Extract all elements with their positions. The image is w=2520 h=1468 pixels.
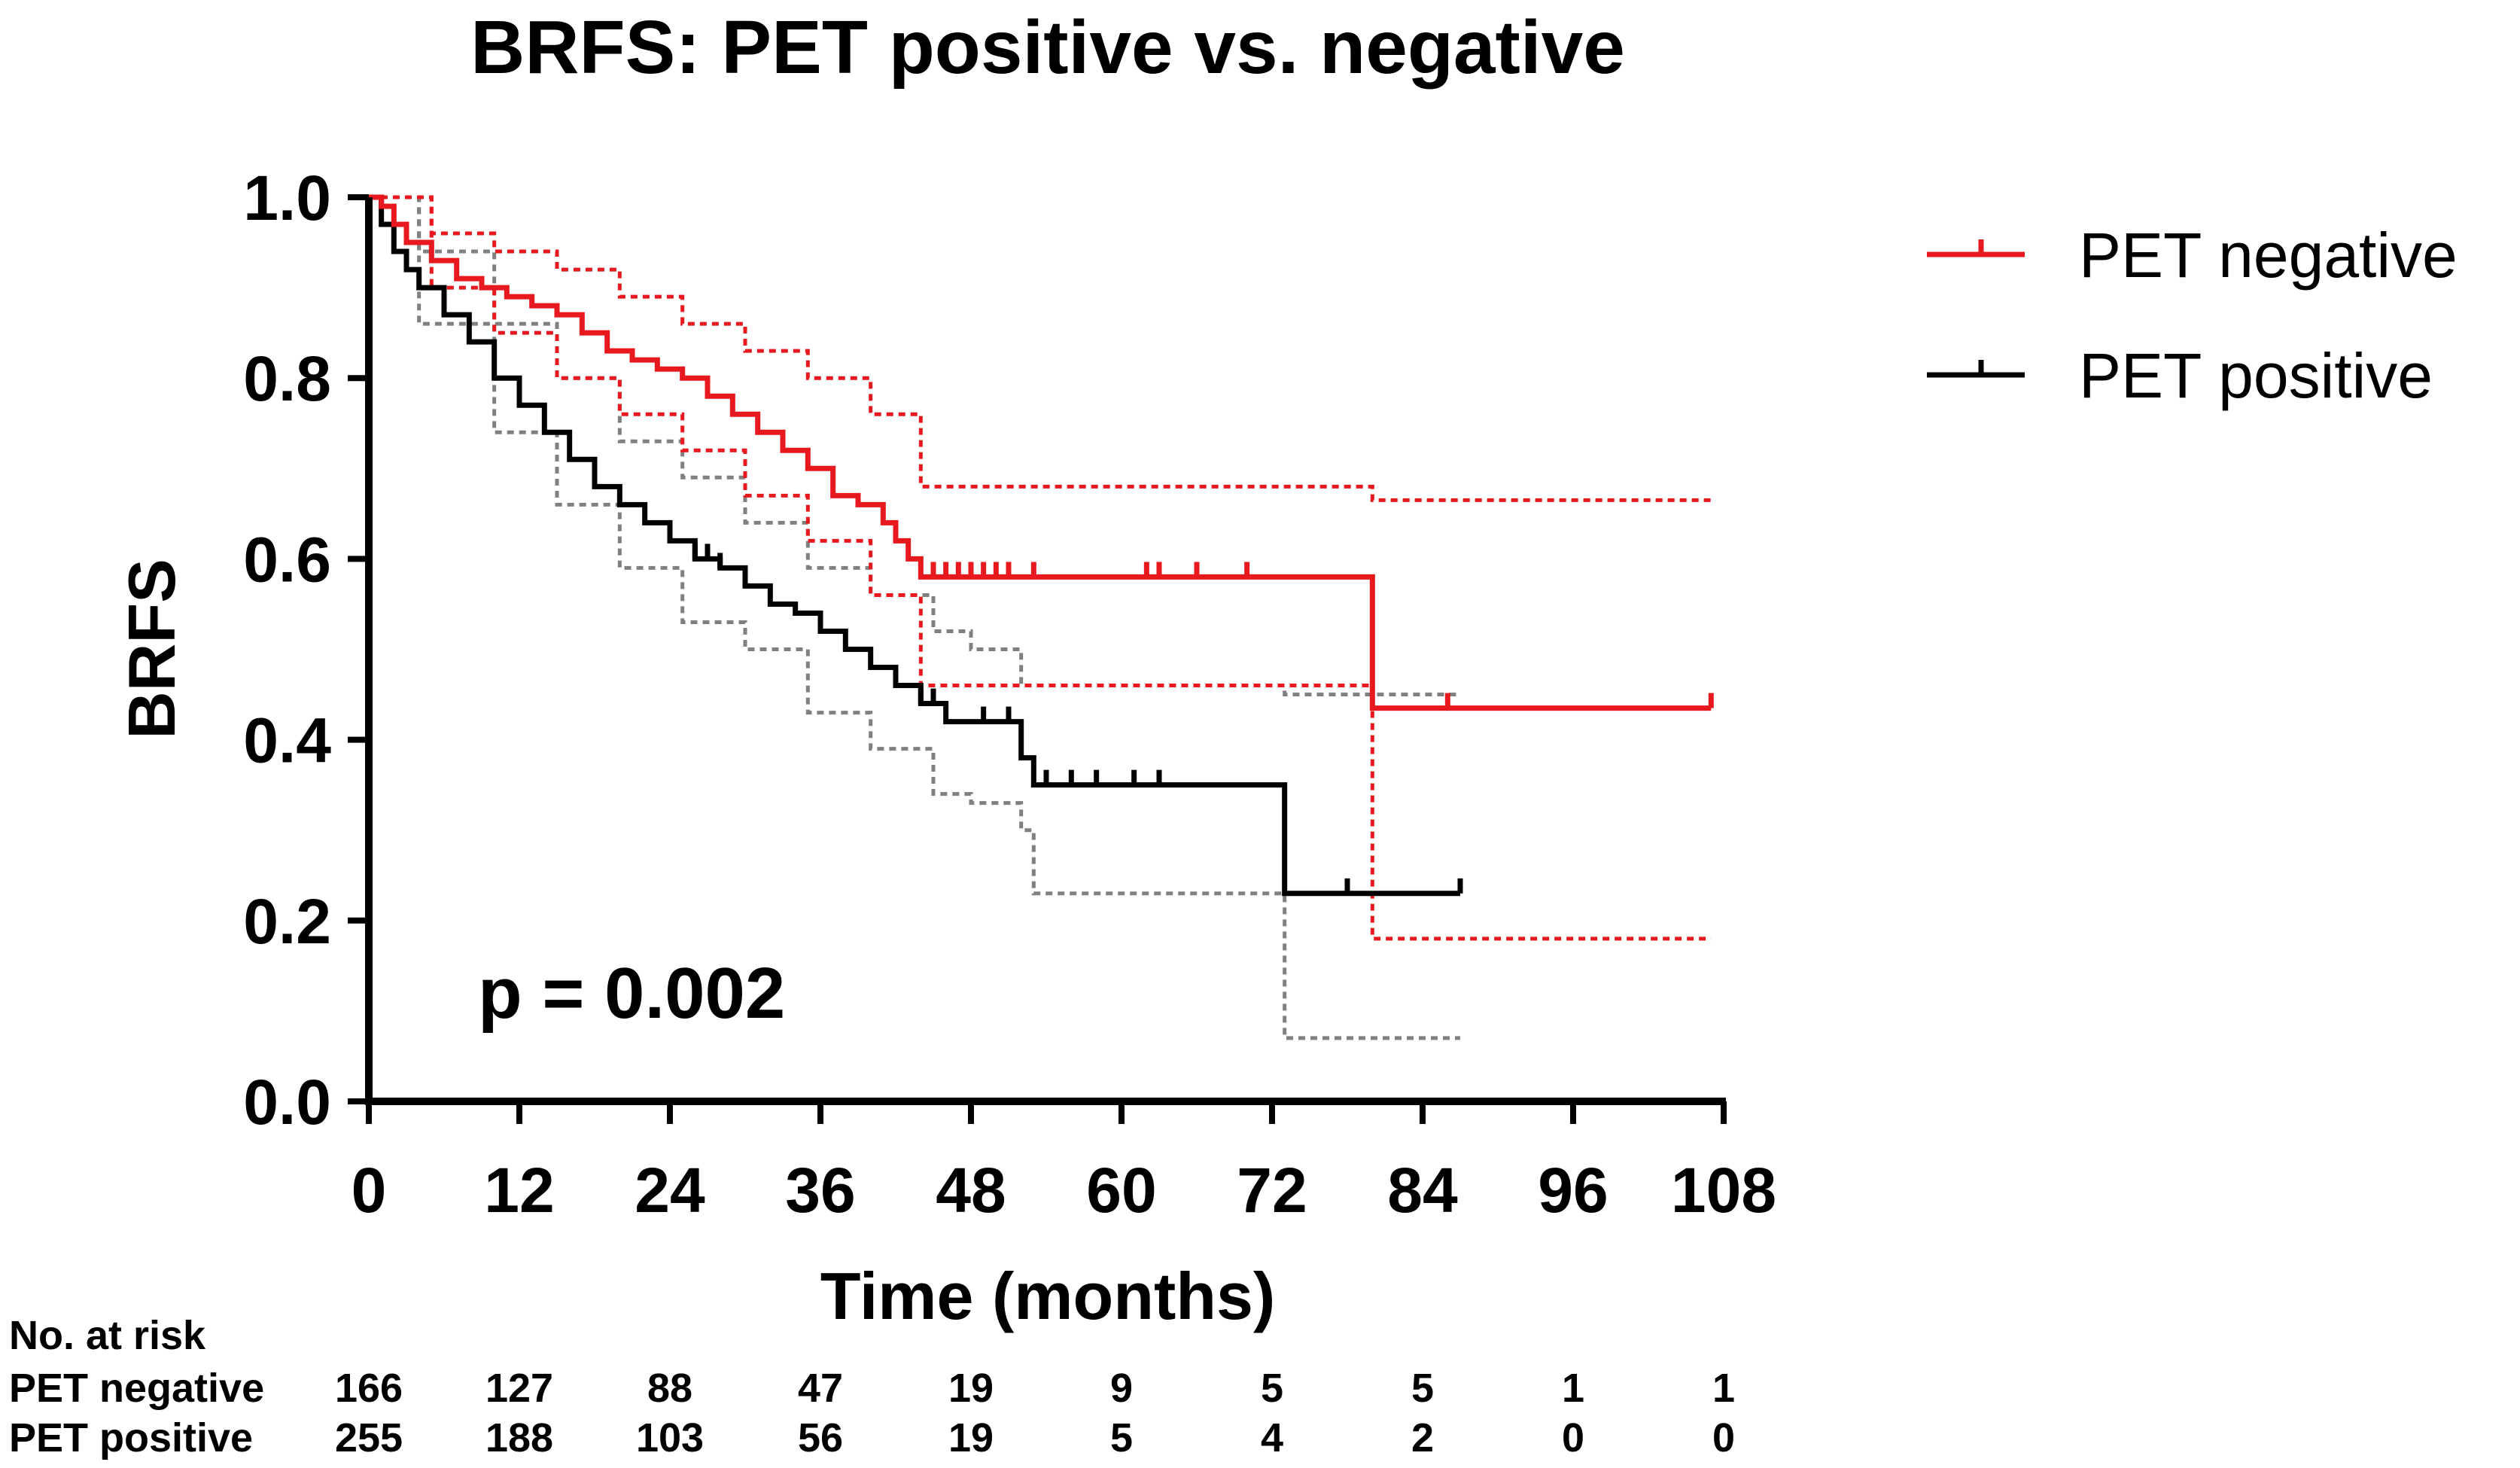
confidence-bands [369,195,1712,1040]
x-tick-label: 108 [1671,1155,1776,1226]
y-tick-label: 1.0 [243,163,331,233]
risk-value: 9 [1110,1366,1133,1411]
x-tick-label: 96 [1538,1155,1608,1226]
y-axis-ticks: 0.0 0.2 0.4 0.6 0.8 1.0 [243,163,369,1138]
risk-value: 103 [636,1415,704,1460]
legend-label-pet-negative: PET negative [2079,220,2458,291]
risk-value: 1 [1712,1366,1735,1411]
ci-lower-negative [369,195,1712,941]
risk-value: 5 [1110,1415,1133,1460]
legend-item-pet-positive: PET positive [1927,340,2433,411]
risk-value: 255 [335,1415,403,1460]
x-axis-label: Time (months) [820,1259,1276,1333]
y-tick-label: 0.0 [243,1067,331,1138]
y-tick-label: 0.8 [243,343,331,414]
x-tick-label: 60 [1086,1155,1156,1226]
risk-table-header: No. at risk [9,1313,206,1358]
legend: PET negative PET positive [1927,220,2458,411]
curve-negative [369,194,1712,711]
x-tick-label: 48 [936,1155,1006,1226]
risk-value: 47 [798,1366,843,1411]
risk-value: 188 [485,1415,553,1460]
x-tick-label: 36 [785,1155,855,1226]
risk-value: 88 [647,1366,692,1411]
risk-value: 56 [798,1415,843,1460]
risk-value: 2 [1411,1415,1434,1460]
risk-value: 19 [948,1366,994,1411]
risk-value: 1 [1562,1366,1584,1411]
risk-value: 166 [335,1366,403,1411]
risk-value: 5 [1411,1366,1434,1411]
risk-value: 19 [948,1415,994,1460]
curve-positive [369,194,1460,897]
y-tick-label: 0.6 [243,524,331,595]
x-tick-label: 0 [352,1155,387,1226]
risk-value: 127 [485,1366,553,1411]
x-tick-label: 24 [635,1155,705,1226]
ci-lower-positive [369,195,1460,1040]
p-value-annotation: p = 0.002 [478,953,785,1034]
y-axis-label: BRFS [114,559,189,739]
risk-value: 4 [1261,1415,1283,1460]
risk-row-label-negative: PET negative [9,1366,264,1411]
chart-title: BRFS: PET positive vs. negative [470,5,1625,90]
x-axis-ticks: 0 12 24 36 48 60 72 84 96 108 [352,1101,1776,1226]
risk-row-label-positive: PET positive [9,1415,253,1460]
legend-label-pet-positive: PET positive [2079,340,2433,411]
x-tick-label: 72 [1237,1155,1307,1226]
censor-marks [692,544,1714,894]
legend-item-pet-negative: PET negative [1927,220,2458,291]
risk-table: No. at risk PET negative PET positive 16… [9,1313,1735,1460]
x-tick-label: 84 [1387,1155,1458,1226]
ci-upper-negative [369,195,1712,502]
x-tick-label: 12 [484,1155,554,1226]
ci-upper-positive [369,195,1460,697]
y-tick-label: 0.2 [243,886,331,957]
risk-value: 0 [1562,1415,1584,1460]
y-tick-label: 0.4 [243,705,331,776]
risk-value: 5 [1261,1366,1283,1411]
risk-value: 0 [1712,1415,1735,1460]
survival-curves [369,194,1712,897]
